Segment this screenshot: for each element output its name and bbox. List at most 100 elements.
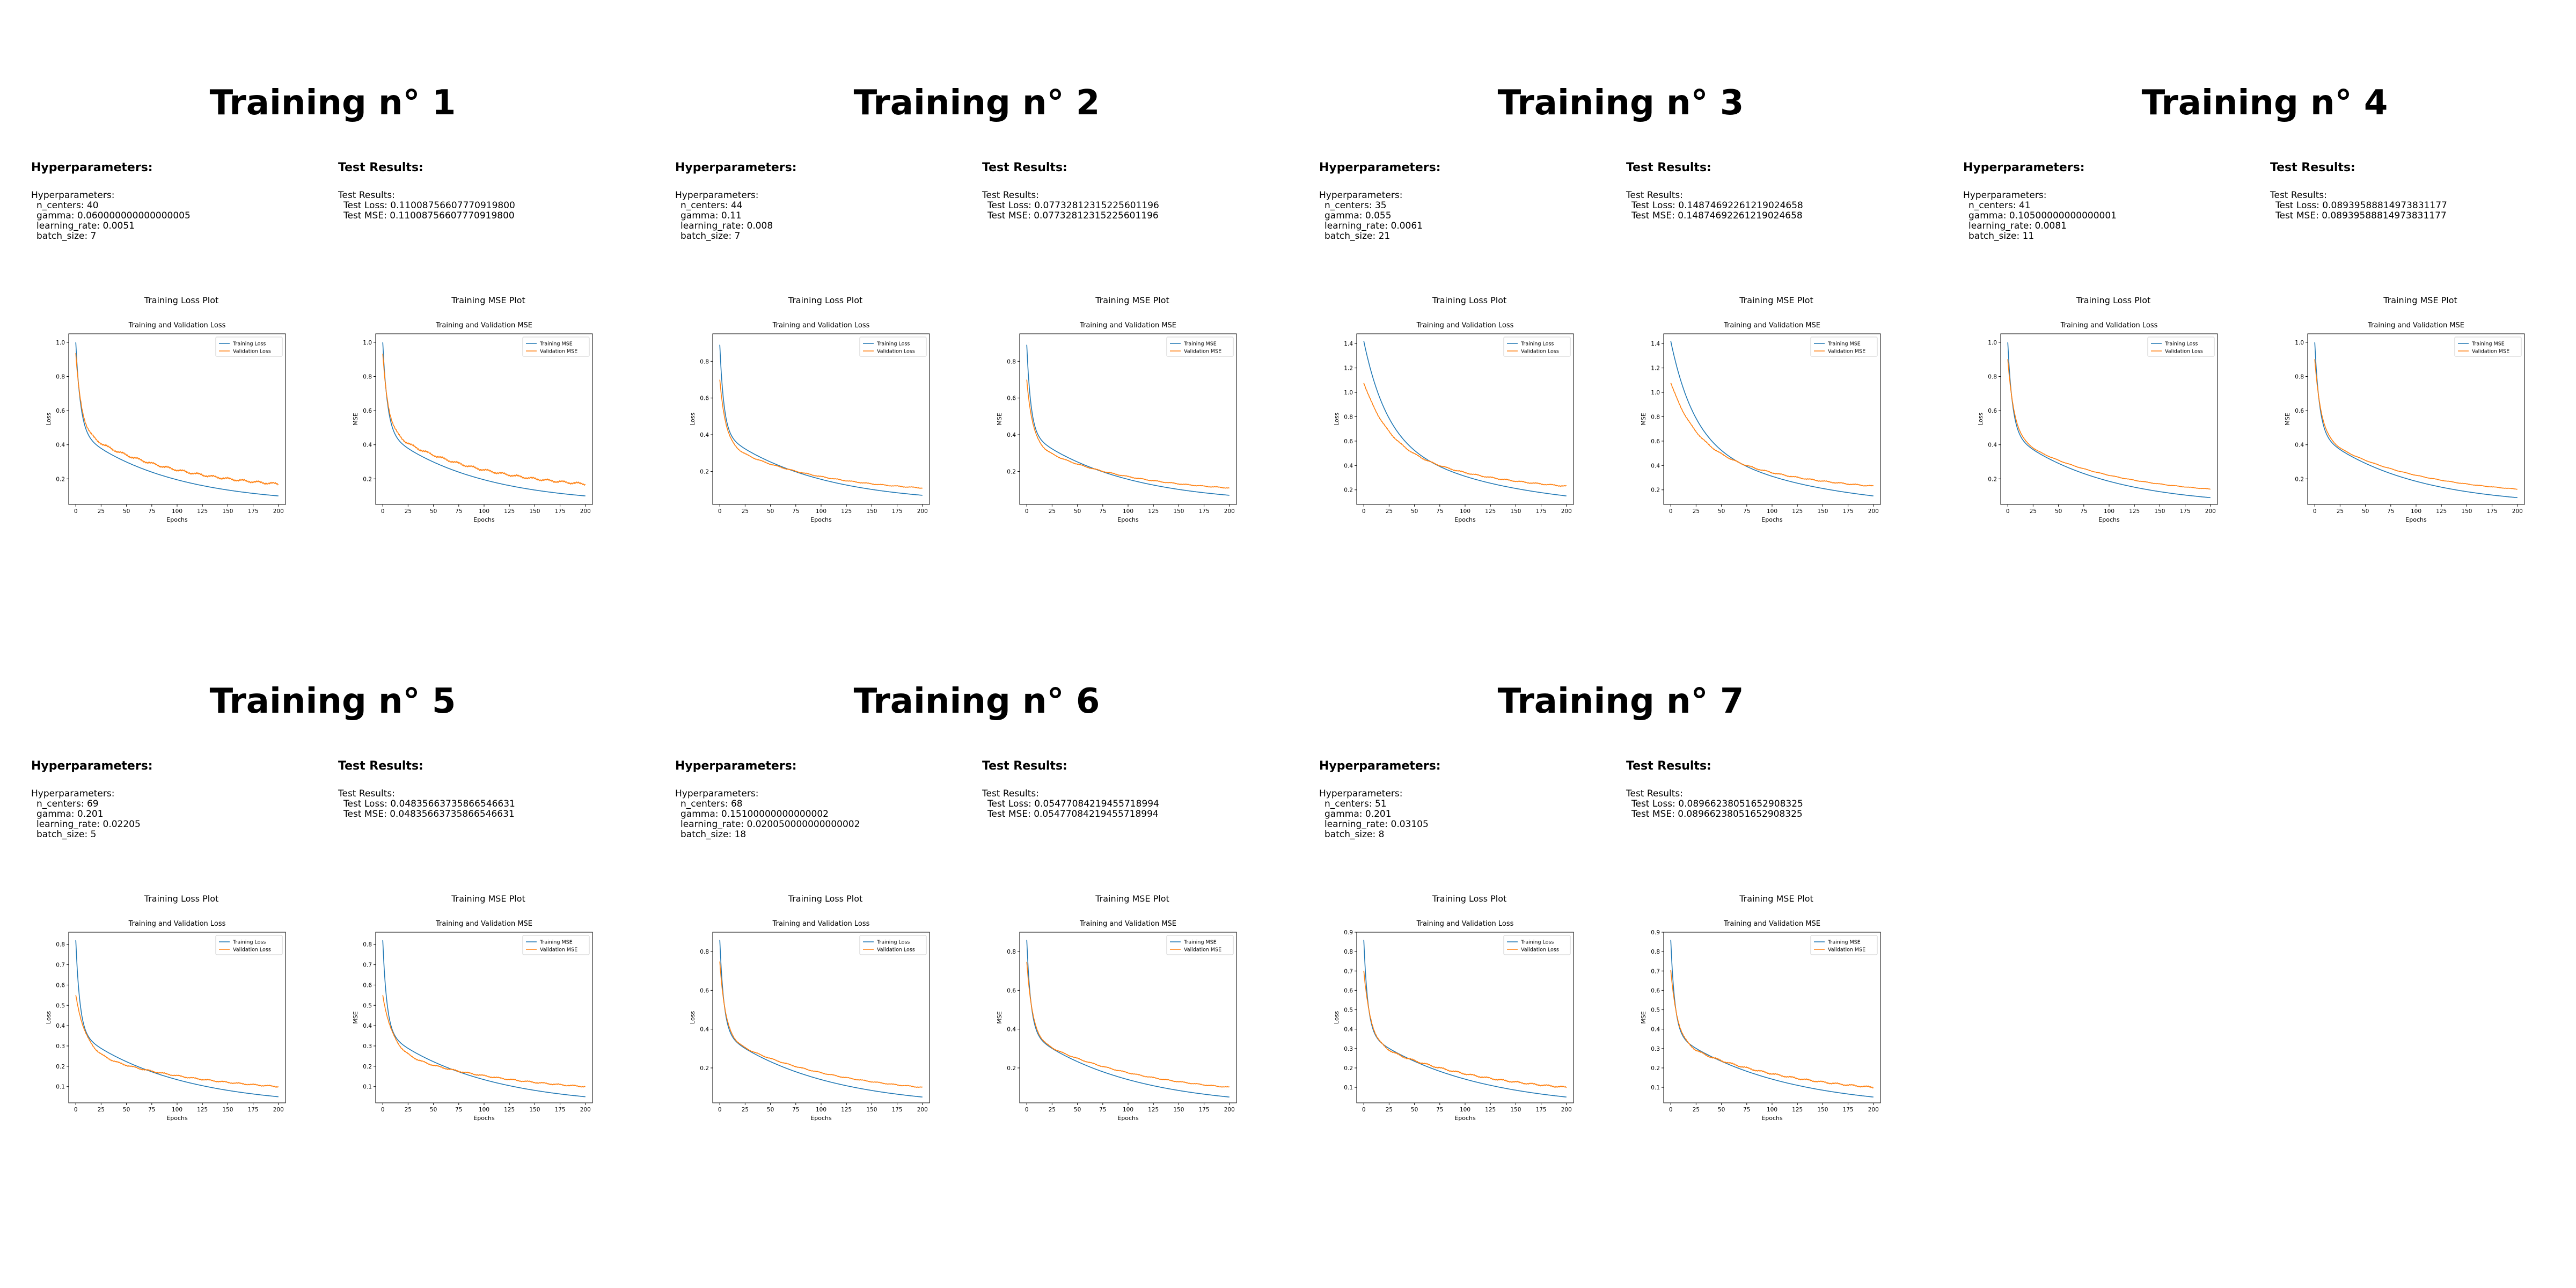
y-axis-label: MSE — [1640, 1011, 1647, 1023]
series-line — [719, 379, 923, 489]
hyperparameter-line: gamma: 0.060000000000000005 — [36, 210, 191, 221]
y-tick-label: 0.8 — [56, 942, 65, 948]
training-block: Training n° 6 Hyperparameters: Test Result… — [644, 598, 1288, 1189]
x-tick-label: 50 — [2055, 508, 2062, 515]
legend-entry: Validation MSE — [1828, 349, 1865, 355]
legend-entry: Validation Loss — [233, 947, 271, 953]
series-line — [2314, 359, 2518, 490]
x-tick-label: 175 — [1536, 1107, 1547, 1113]
y-tick-label: 0.5 — [56, 1002, 65, 1009]
plot-frame — [375, 333, 593, 505]
y-tick-label: 0.5 — [363, 1002, 372, 1009]
x-tick-label: 0 — [1025, 1107, 1029, 1113]
plot-frame — [1019, 333, 1237, 505]
mse-plot-heading: Training MSE Plot — [1095, 295, 1169, 305]
y-tick-label: 0.7 — [56, 962, 65, 969]
x-tick-label: 175 — [1199, 1107, 1210, 1113]
legend-box — [1810, 336, 1878, 357]
plot-frame — [1663, 932, 1881, 1103]
x-tick-label: 150 — [2461, 508, 2472, 515]
legend-box — [215, 336, 283, 357]
x-tick-label: 125 — [2129, 508, 2140, 515]
series-line — [1026, 962, 1230, 1088]
x-tick-label: 200 — [580, 1107, 591, 1113]
y-tick-label: 0.2 — [56, 476, 65, 482]
x-tick-label: 150 — [1817, 508, 1828, 515]
x-tick-label: 200 — [1868, 508, 1879, 515]
x-tick-label: 175 — [555, 1107, 566, 1113]
y-tick-label: 0.6 — [700, 987, 709, 994]
x-tick-label: 50 — [430, 508, 437, 515]
test-result-line: Test MSE: 0.04835663735866546631 — [343, 809, 515, 819]
loss-plot-heading: Training Loss Plot — [144, 894, 219, 904]
y-tick-label: 1.0 — [56, 340, 65, 346]
legend-entry: Training Loss — [2164, 341, 2198, 347]
x-tick-label: 175 — [555, 508, 566, 515]
y-axis-label: MSE — [996, 413, 1003, 425]
hyperparameter-line: batch_size: 18 — [680, 829, 747, 840]
y-tick-label: 0.3 — [56, 1043, 65, 1050]
x-tick-label: 0 — [1669, 1107, 1673, 1113]
hyperparameter-line: n_centers: 69 — [36, 799, 99, 809]
y-tick-label: 0.4 — [1988, 442, 1997, 449]
chart-title: Training and Validation Loss — [1416, 920, 1514, 928]
legend-entry: Training MSE — [1827, 341, 1861, 347]
y-tick-label: 0.4 — [363, 442, 372, 449]
y-tick-label: 0.2 — [363, 1064, 372, 1070]
x-tick-label: 200 — [1561, 508, 1572, 515]
plot-frame — [68, 333, 286, 505]
series-line — [382, 995, 586, 1088]
hyperparameter-line: gamma: 0.15100000000000002 — [680, 809, 829, 819]
x-tick-label: 150 — [222, 508, 233, 515]
y-tick-label: 1.0 — [1344, 390, 1353, 396]
mse-plot-heading: Training MSE Plot — [2383, 295, 2457, 305]
test-result-line: Test Loss: 0.07732812315225601196 — [987, 200, 1159, 211]
y-tick-label: 0.2 — [1344, 487, 1353, 494]
x-tick-label: 175 — [892, 508, 903, 515]
y-tick-label: 1.0 — [2295, 340, 2304, 346]
line-chart: Training and Validation Loss 0 25 50 75 100 12… — [689, 920, 930, 1122]
hyperparameters-prefix: Hyperparameters: — [31, 788, 115, 799]
y-tick-label: 0.8 — [56, 374, 65, 380]
y-tick-label: 0.4 — [2295, 442, 2304, 449]
chart-title: Training and Validation Loss — [772, 920, 870, 928]
y-tick-label: 0.3 — [363, 1043, 372, 1050]
x-tick-label: 100 — [816, 1107, 826, 1113]
x-tick-label: 25 — [2337, 508, 2344, 515]
x-tick-label: 175 — [1843, 508, 1854, 515]
chart-title: Training and Validation MSE — [1723, 321, 1820, 330]
y-axis-label: Loss — [1333, 1011, 1340, 1024]
x-tick-label: 125 — [197, 1107, 208, 1113]
y-tick-label: 1.0 — [1988, 340, 1997, 346]
x-tick-label: 150 — [2154, 508, 2165, 515]
y-tick-label: 0.4 — [1651, 1027, 1660, 1033]
y-tick-label: 0.9 — [1651, 930, 1660, 936]
legend-box — [859, 935, 927, 955]
x-tick-label: 50 — [430, 1107, 437, 1113]
x-tick-label: 200 — [2512, 508, 2523, 515]
training-block: Training n° 5 Hyperparameters: Test Result… — [0, 598, 644, 1189]
x-tick-label: 25 — [1693, 508, 1700, 515]
x-tick-label: 200 — [273, 508, 284, 515]
hyperparameter-line: n_centers: 40 — [36, 200, 99, 211]
series-line — [719, 940, 923, 1097]
y-tick-label: 0.2 — [1007, 469, 1016, 475]
y-tick-label: 1.0 — [1651, 390, 1660, 396]
mse-plot-heading: Training MSE Plot — [1739, 894, 1813, 904]
legend-box — [522, 336, 590, 357]
y-tick-label: 0.1 — [1344, 1085, 1353, 1091]
test-result-line: Test Loss: 0.05477084219455718994 — [987, 799, 1159, 809]
y-axis-label: Loss — [45, 1011, 52, 1024]
y-tick-label: 0.6 — [1988, 408, 1997, 414]
x-axis-label: Epochs — [810, 1115, 832, 1122]
x-tick-label: 25 — [742, 508, 749, 515]
y-tick-label: 1.4 — [1344, 341, 1353, 347]
x-tick-label: 75 — [1743, 1107, 1750, 1113]
x-tick-label: 100 — [1767, 1107, 1777, 1113]
y-tick-label: 0.9 — [1344, 930, 1353, 936]
x-tick-label: 25 — [1049, 508, 1056, 515]
x-tick-label: 50 — [1411, 1107, 1418, 1113]
legend-entry: Validation Loss — [877, 947, 915, 953]
loss-plot-heading: Training Loss Plot — [788, 295, 863, 305]
x-tick-label: 125 — [1792, 508, 1803, 515]
